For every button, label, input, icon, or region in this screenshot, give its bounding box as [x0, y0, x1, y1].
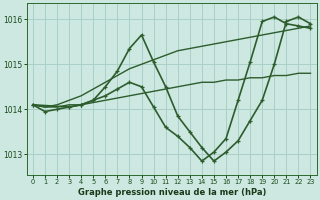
X-axis label: Graphe pression niveau de la mer (hPa): Graphe pression niveau de la mer (hPa) — [77, 188, 266, 197]
